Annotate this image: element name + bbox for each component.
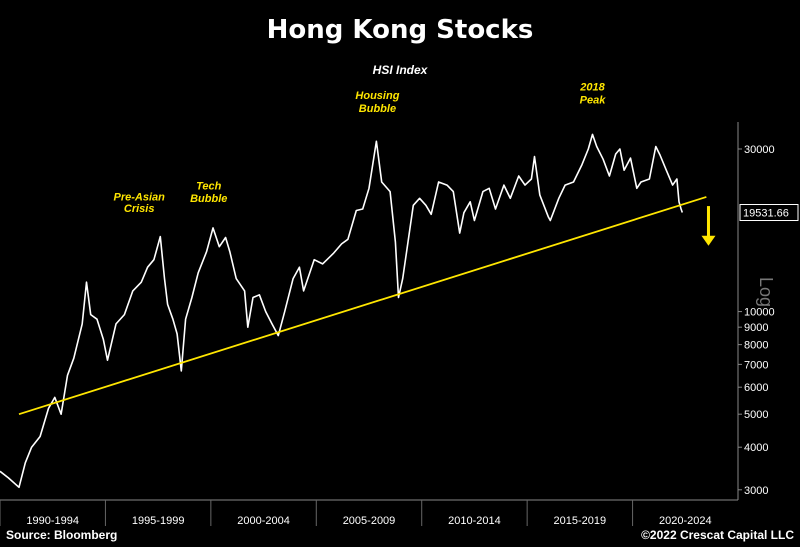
copyright-label: ©2022 Crescat Capital LLC xyxy=(641,528,794,542)
y-axis-scale-label: Log xyxy=(756,277,776,307)
x-tick-label: 1995-1999 xyxy=(132,515,185,527)
x-tick-label: 2015-2019 xyxy=(554,515,607,527)
hsi-series-line xyxy=(0,133,684,489)
last-value-tag: 19531.66 xyxy=(739,204,799,222)
last-value-box xyxy=(739,204,799,222)
y-tick-label: 9000 xyxy=(744,322,768,334)
x-tick-label: 2010-2014 xyxy=(448,515,501,527)
annotation-label: 2018 xyxy=(579,82,605,94)
plot-area: 3000 4000 5000 6000 7000 8000 9000 10000 30000 1… xyxy=(0,82,799,527)
x-tick-label: 1990-1994 xyxy=(26,515,79,527)
source-label: Source: Bloomberg xyxy=(6,528,117,542)
annotation-label: Bubble xyxy=(359,103,396,115)
annotation-label: Pre-Asian xyxy=(113,191,165,203)
last-value-label: 19531.66 xyxy=(743,208,789,220)
annotation-label: Peak xyxy=(580,94,607,106)
y-tick-label: 4000 xyxy=(744,442,768,454)
arrow-head xyxy=(701,235,716,246)
y-tick-label: 7000 xyxy=(744,359,768,371)
y-tick-label: 6000 xyxy=(744,382,768,394)
support-trendline xyxy=(18,196,707,416)
y-tick-label: 3000 xyxy=(744,485,768,497)
annotation-label: Crisis xyxy=(124,203,155,215)
chart-title: Hong Kong Stocks xyxy=(267,15,534,45)
y-tick-label: 5000 xyxy=(744,409,768,421)
x-axis-ticks: 1990-1994 1995-1999 2000-2004 2005-2009 2010… xyxy=(0,500,712,527)
down-arrow-icon xyxy=(701,206,716,246)
y-tick-label: 30000 xyxy=(744,144,775,156)
y-tick-label: 10000 xyxy=(744,307,775,319)
annotations: Pre-AsianCrisisTechBubbleHousingBubble20… xyxy=(113,82,606,215)
annotation-label: Bubble xyxy=(190,193,227,205)
annotation-label: Tech xyxy=(196,181,222,193)
x-tick-label: 2005-2009 xyxy=(343,515,396,527)
chart-subtitle: HSI Index xyxy=(373,63,429,77)
annotation-label: Housing xyxy=(355,90,399,102)
y-tick-label: 8000 xyxy=(744,340,768,352)
x-tick-label: 2000-2004 xyxy=(237,515,290,527)
x-tick-label: 2020-2024 xyxy=(659,515,712,527)
y-axis-ticks: 3000 4000 5000 6000 7000 8000 9000 10000 30000 xyxy=(738,144,775,497)
